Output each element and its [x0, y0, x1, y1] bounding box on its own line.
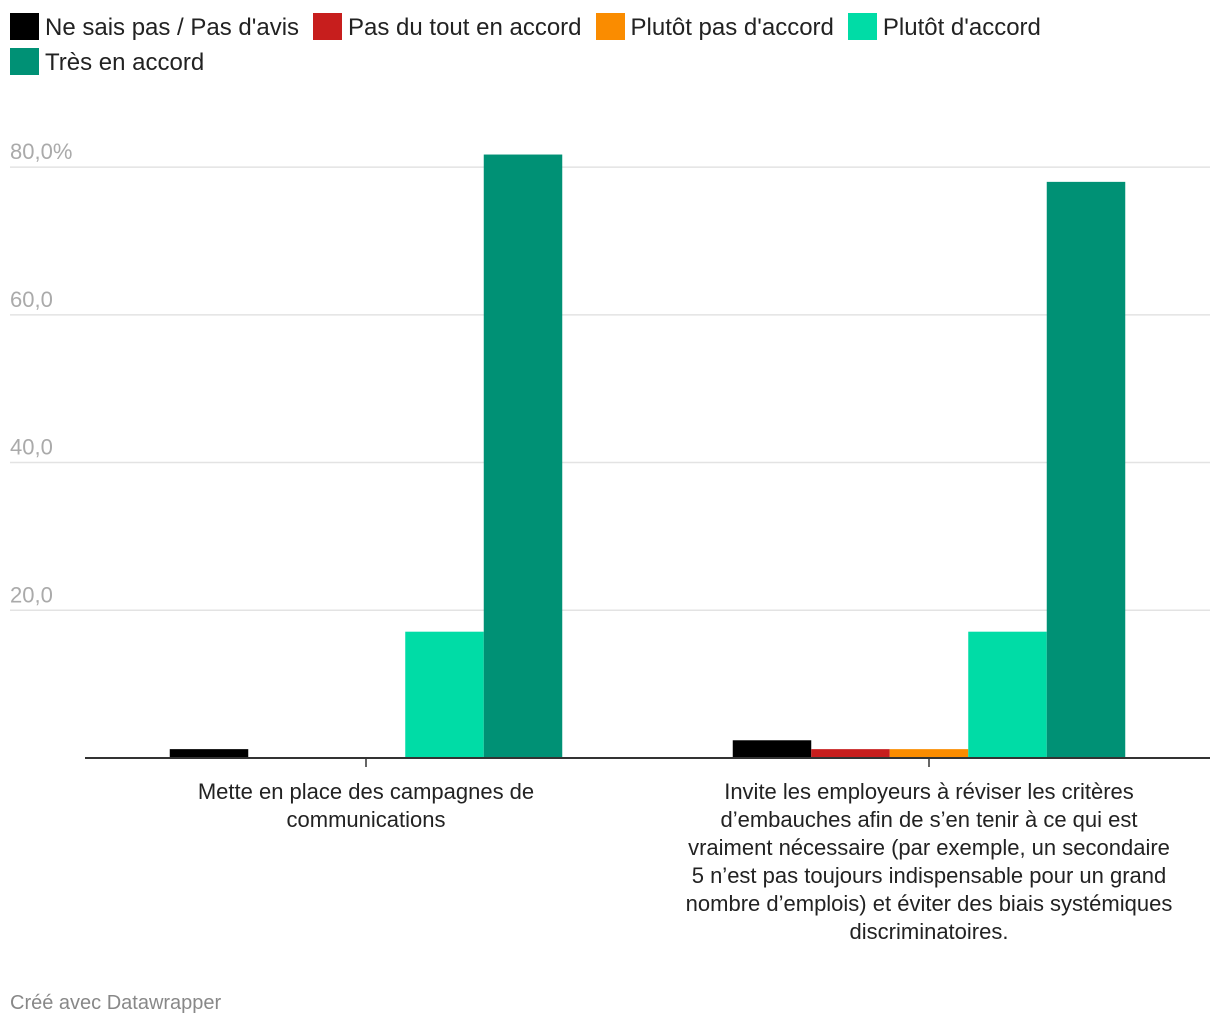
- legend-item: Plutôt pas d'accord: [595, 10, 834, 45]
- bar: [405, 631, 484, 758]
- y-tick-label: 40,0: [10, 435, 53, 460]
- bar: [732, 740, 812, 758]
- bar: [1046, 181, 1126, 758]
- x-category-label: Mette en place des campagnes de communic…: [197, 779, 535, 832]
- legend-swatch: [847, 13, 877, 40]
- bar: [811, 749, 890, 758]
- legend-item: Très en accord: [10, 45, 204, 80]
- legend-label: Plutôt d'accord: [882, 14, 1041, 41]
- bar: [483, 154, 563, 759]
- x-category-label: Invite les employeurs à réviser les crit…: [685, 779, 1173, 944]
- legend-swatch: [10, 13, 39, 40]
- legend-swatch: [595, 13, 625, 40]
- legend-swatch: [313, 13, 343, 40]
- chart-legend: Ne sais pas / Pas d'avis Pas du tout en a…: [10, 10, 1210, 80]
- y-tick-label: 20,0: [10, 582, 53, 607]
- bar: [968, 631, 1047, 758]
- legend-label: Très en accord: [45, 49, 205, 76]
- bar: [889, 749, 969, 758]
- legend-item: Pas du tout en accord: [313, 10, 582, 45]
- legend-label: Pas du tout en accord: [348, 14, 582, 41]
- legend-swatch: [10, 48, 39, 75]
- credit-footer: Créé avec Datawrapper: [10, 992, 222, 1014]
- legend-label: Ne sais pas / Pas d'avis: [45, 14, 300, 41]
- legend-item: Plutôt d'accord: [847, 10, 1041, 45]
- y-tick-label: 60,0: [10, 287, 53, 312]
- y-tick-label: 80,0%: [10, 139, 72, 164]
- legend-label: Plutôt pas d'accord: [630, 14, 834, 41]
- bar: [169, 749, 249, 758]
- legend-item: Ne sais pas / Pas d'avis: [10, 10, 299, 45]
